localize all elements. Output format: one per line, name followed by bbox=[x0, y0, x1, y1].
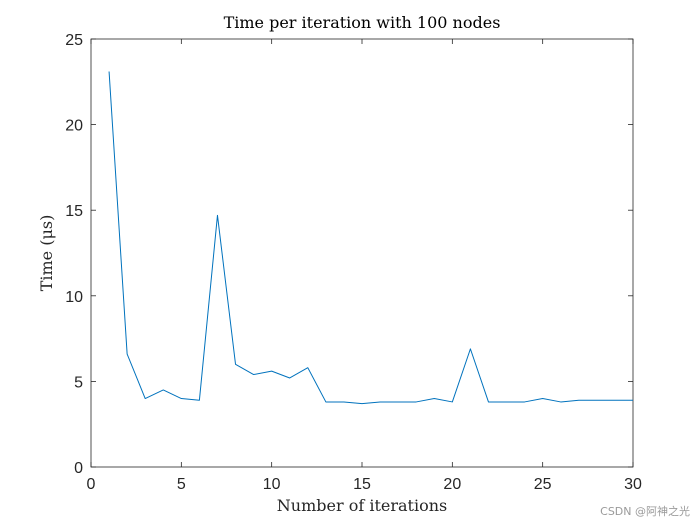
y-tick-label: 20 bbox=[65, 118, 83, 135]
y-tick-label: 15 bbox=[65, 203, 83, 220]
y-axis: 0 5 10 15 20 25 bbox=[65, 32, 633, 477]
y-tick-label: 5 bbox=[74, 374, 83, 391]
x-axis-label: Number of iterations bbox=[277, 496, 447, 515]
plot-area bbox=[90, 38, 634, 468]
x-tick-label: 30 bbox=[624, 476, 642, 493]
series-group bbox=[108, 71, 633, 405]
x-tick-label: 25 bbox=[534, 476, 552, 493]
chart-title: Time per iteration with 100 nodes bbox=[224, 13, 501, 32]
y-tick-label: 25 bbox=[65, 32, 83, 49]
x-tick-label: 20 bbox=[443, 476, 461, 493]
watermark-text: CSDN @阿神之光 bbox=[600, 504, 690, 518]
y-tick-label: 0 bbox=[74, 460, 83, 477]
y-tick-label: 10 bbox=[65, 289, 83, 306]
x-tick-label: 0 bbox=[87, 476, 96, 493]
y-axis-label: Time (μs) bbox=[37, 215, 56, 292]
series-line-0 bbox=[108, 71, 633, 405]
x-axis: 0 5 10 15 20 25 30 bbox=[87, 39, 642, 493]
x-tick-label: 5 bbox=[177, 476, 186, 493]
x-tick-label: 15 bbox=[353, 476, 371, 493]
x-tick-label: 10 bbox=[263, 476, 281, 493]
